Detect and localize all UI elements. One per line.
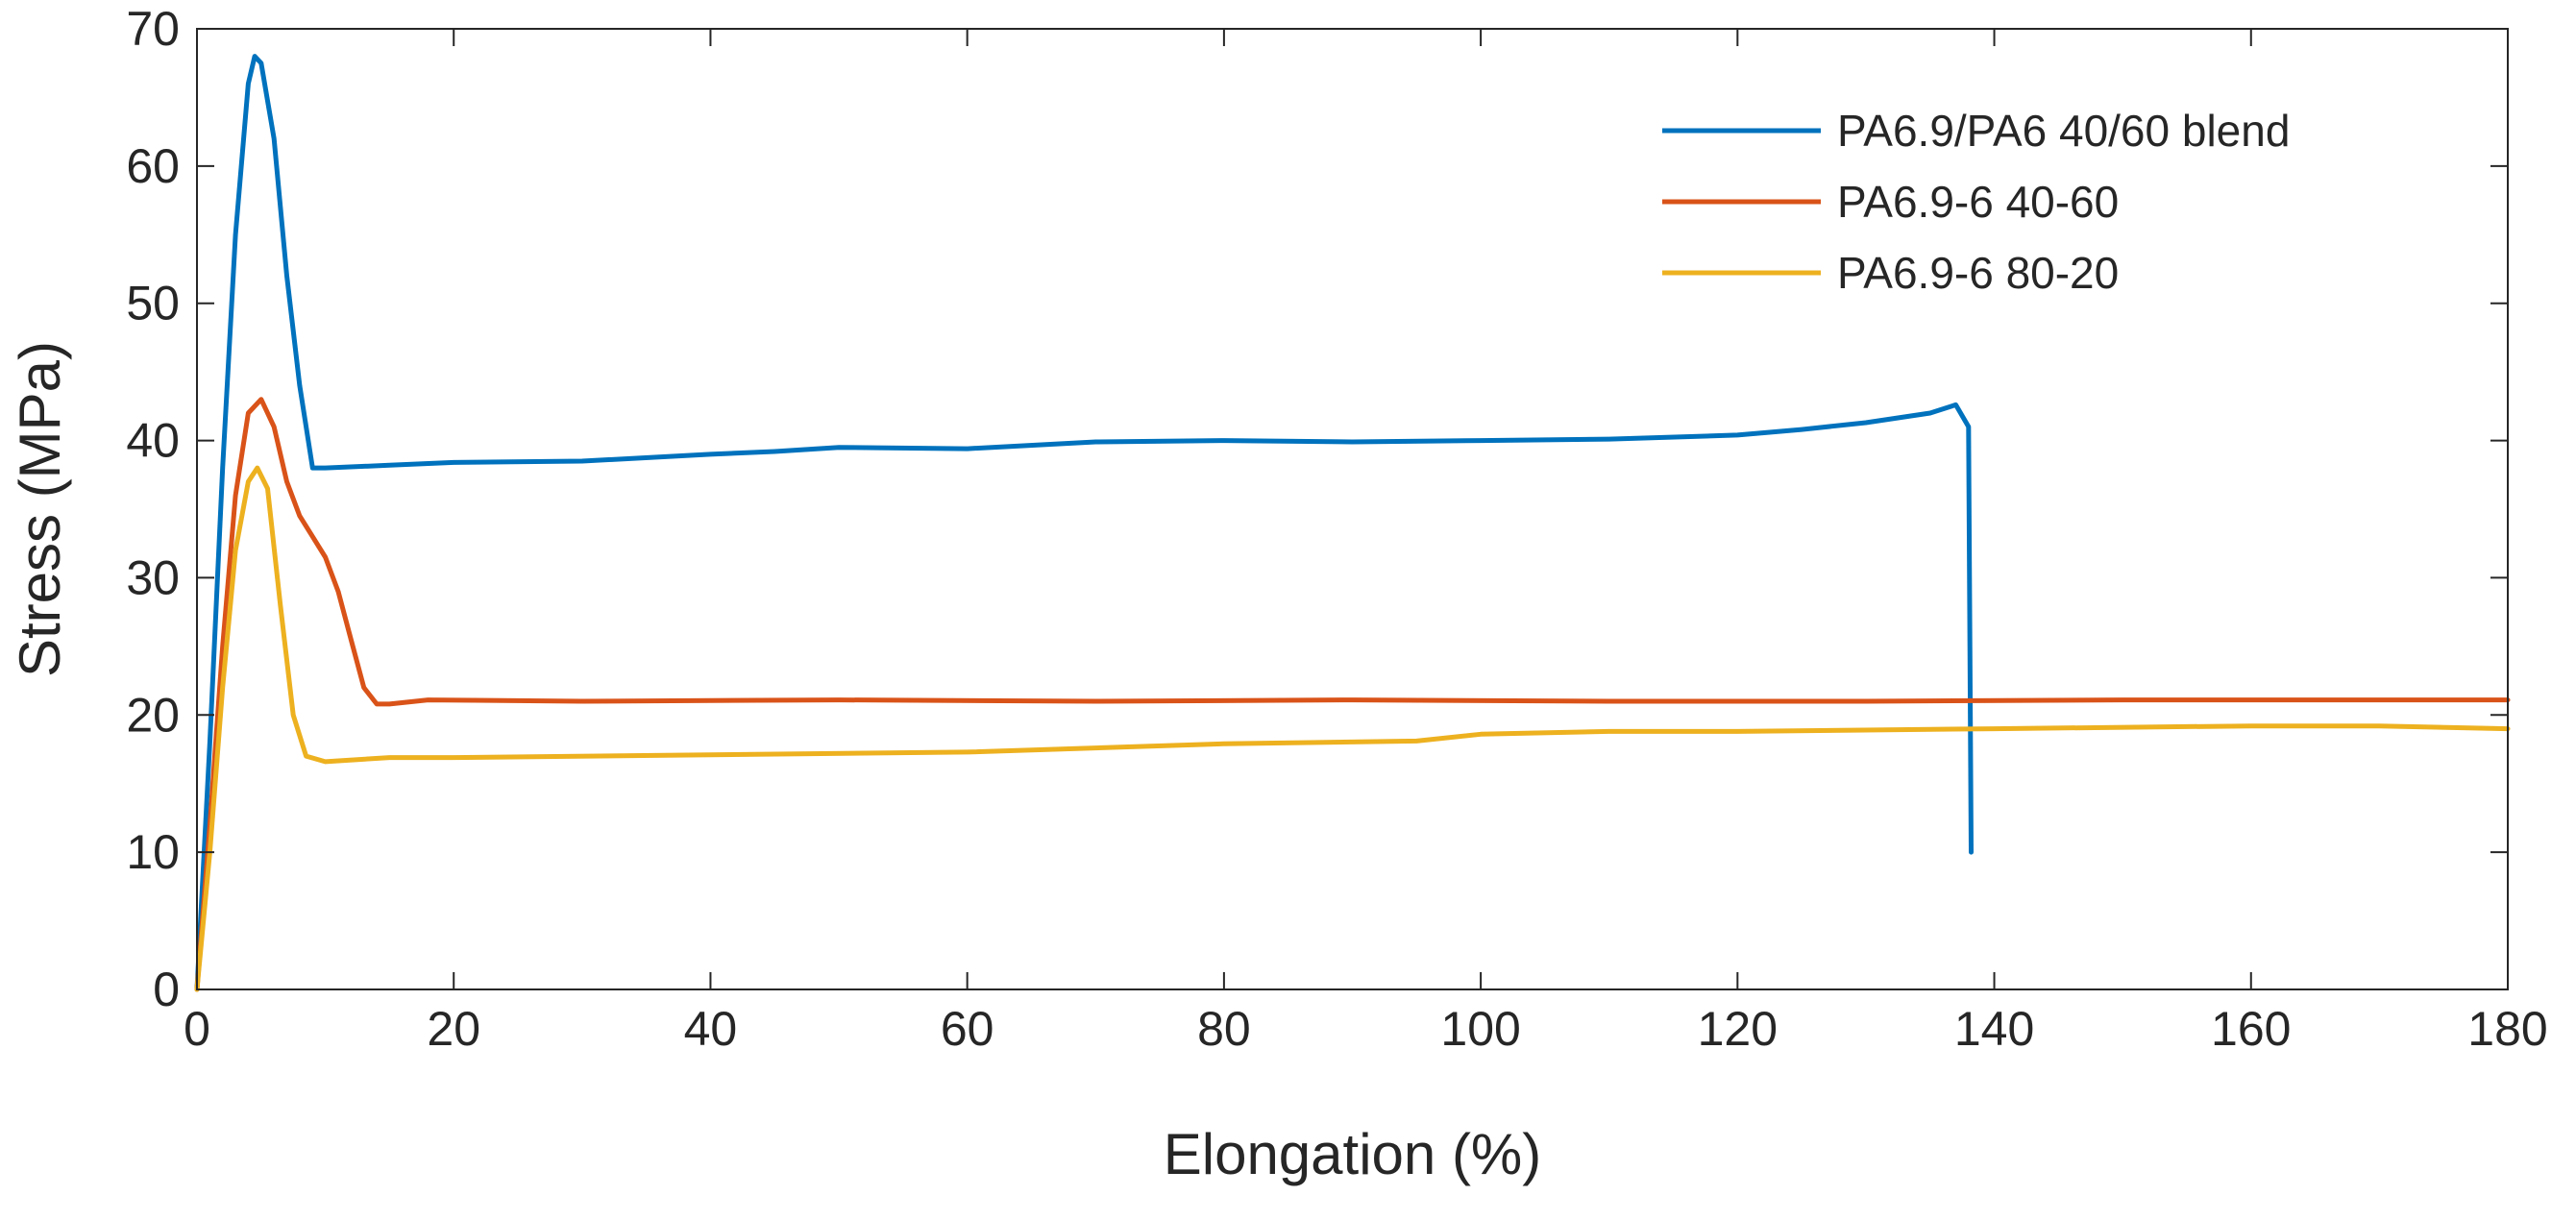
y-tick-label: 40 xyxy=(126,414,180,468)
legend-label-1: PA6.9/PA6 40/60 blend xyxy=(1837,106,2290,156)
x-axis-title: Elongation (%) xyxy=(1164,1122,1542,1186)
legend-label-2: PA6.9-6 40-60 xyxy=(1837,177,2119,227)
y-tick-label: 70 xyxy=(126,2,180,56)
y-tick-label: 30 xyxy=(126,550,180,604)
series-line-3 xyxy=(194,465,2511,992)
legend-label-3: PA6.9-6 80-20 xyxy=(1837,248,2119,298)
x-tick-label: 120 xyxy=(1698,1002,1778,1056)
y-tick-label: 60 xyxy=(126,139,180,193)
x-tick-label: 40 xyxy=(684,1002,738,1056)
legend: PA6.9/PA6 40/60 blend PA6.9-6 40-60 PA6.9-… xyxy=(1643,88,2489,319)
x-tick-label: 160 xyxy=(2211,1002,2291,1056)
series-line-1 xyxy=(194,54,1974,992)
plot-lines xyxy=(194,54,2511,992)
series-line-2 xyxy=(194,397,2511,992)
y-tick-label: 10 xyxy=(126,825,180,879)
x-tick-label: 20 xyxy=(427,1002,480,1056)
x-tick-label: 60 xyxy=(941,1002,994,1056)
x-tick-label: 80 xyxy=(1197,1002,1251,1056)
x-tick-label: 0 xyxy=(184,1002,210,1056)
axis-ticks: 0 20 40 60 80 100 120 140 160 180 0 10 20 30 40 50 60 70 xyxy=(126,2,2547,1056)
y-tick-label: 50 xyxy=(126,277,180,330)
y-tick-label: 0 xyxy=(153,963,180,1016)
x-tick-label: 100 xyxy=(1440,1002,1520,1056)
y-tick-label: 20 xyxy=(126,688,180,742)
x-tick-label: 180 xyxy=(2467,1002,2547,1056)
axes-box xyxy=(196,28,2509,990)
y-axis-title: Stress (MPa) xyxy=(8,341,72,677)
x-tick-label: 140 xyxy=(1954,1002,2034,1056)
